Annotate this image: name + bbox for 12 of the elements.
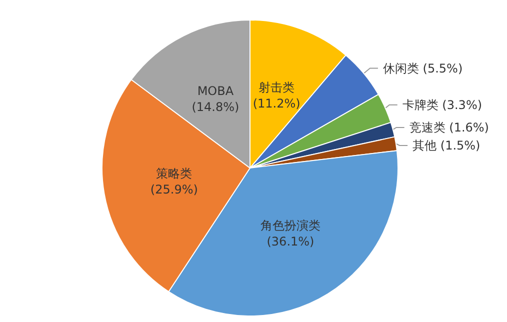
slice-label: 射击类 xyxy=(258,80,295,95)
slice-label: 竞速类 (1.6%) xyxy=(409,120,489,135)
data-label: (14.8%) xyxy=(192,100,240,114)
slice-label: 角色扮演类 xyxy=(260,218,320,233)
slice-label: 其他 (1.5%) xyxy=(412,138,480,153)
slice-label: 策略类 xyxy=(156,166,192,180)
slice-label: 卡牌类 (3.3%) xyxy=(402,98,482,112)
slice-label: MOBA xyxy=(197,84,234,98)
data-label: (36.1%) xyxy=(266,234,314,249)
data-label: (25.9%) xyxy=(150,182,198,196)
slice-label: 休闲类 (5.5%) xyxy=(382,61,463,76)
data-label: (11.2%) xyxy=(252,96,300,111)
